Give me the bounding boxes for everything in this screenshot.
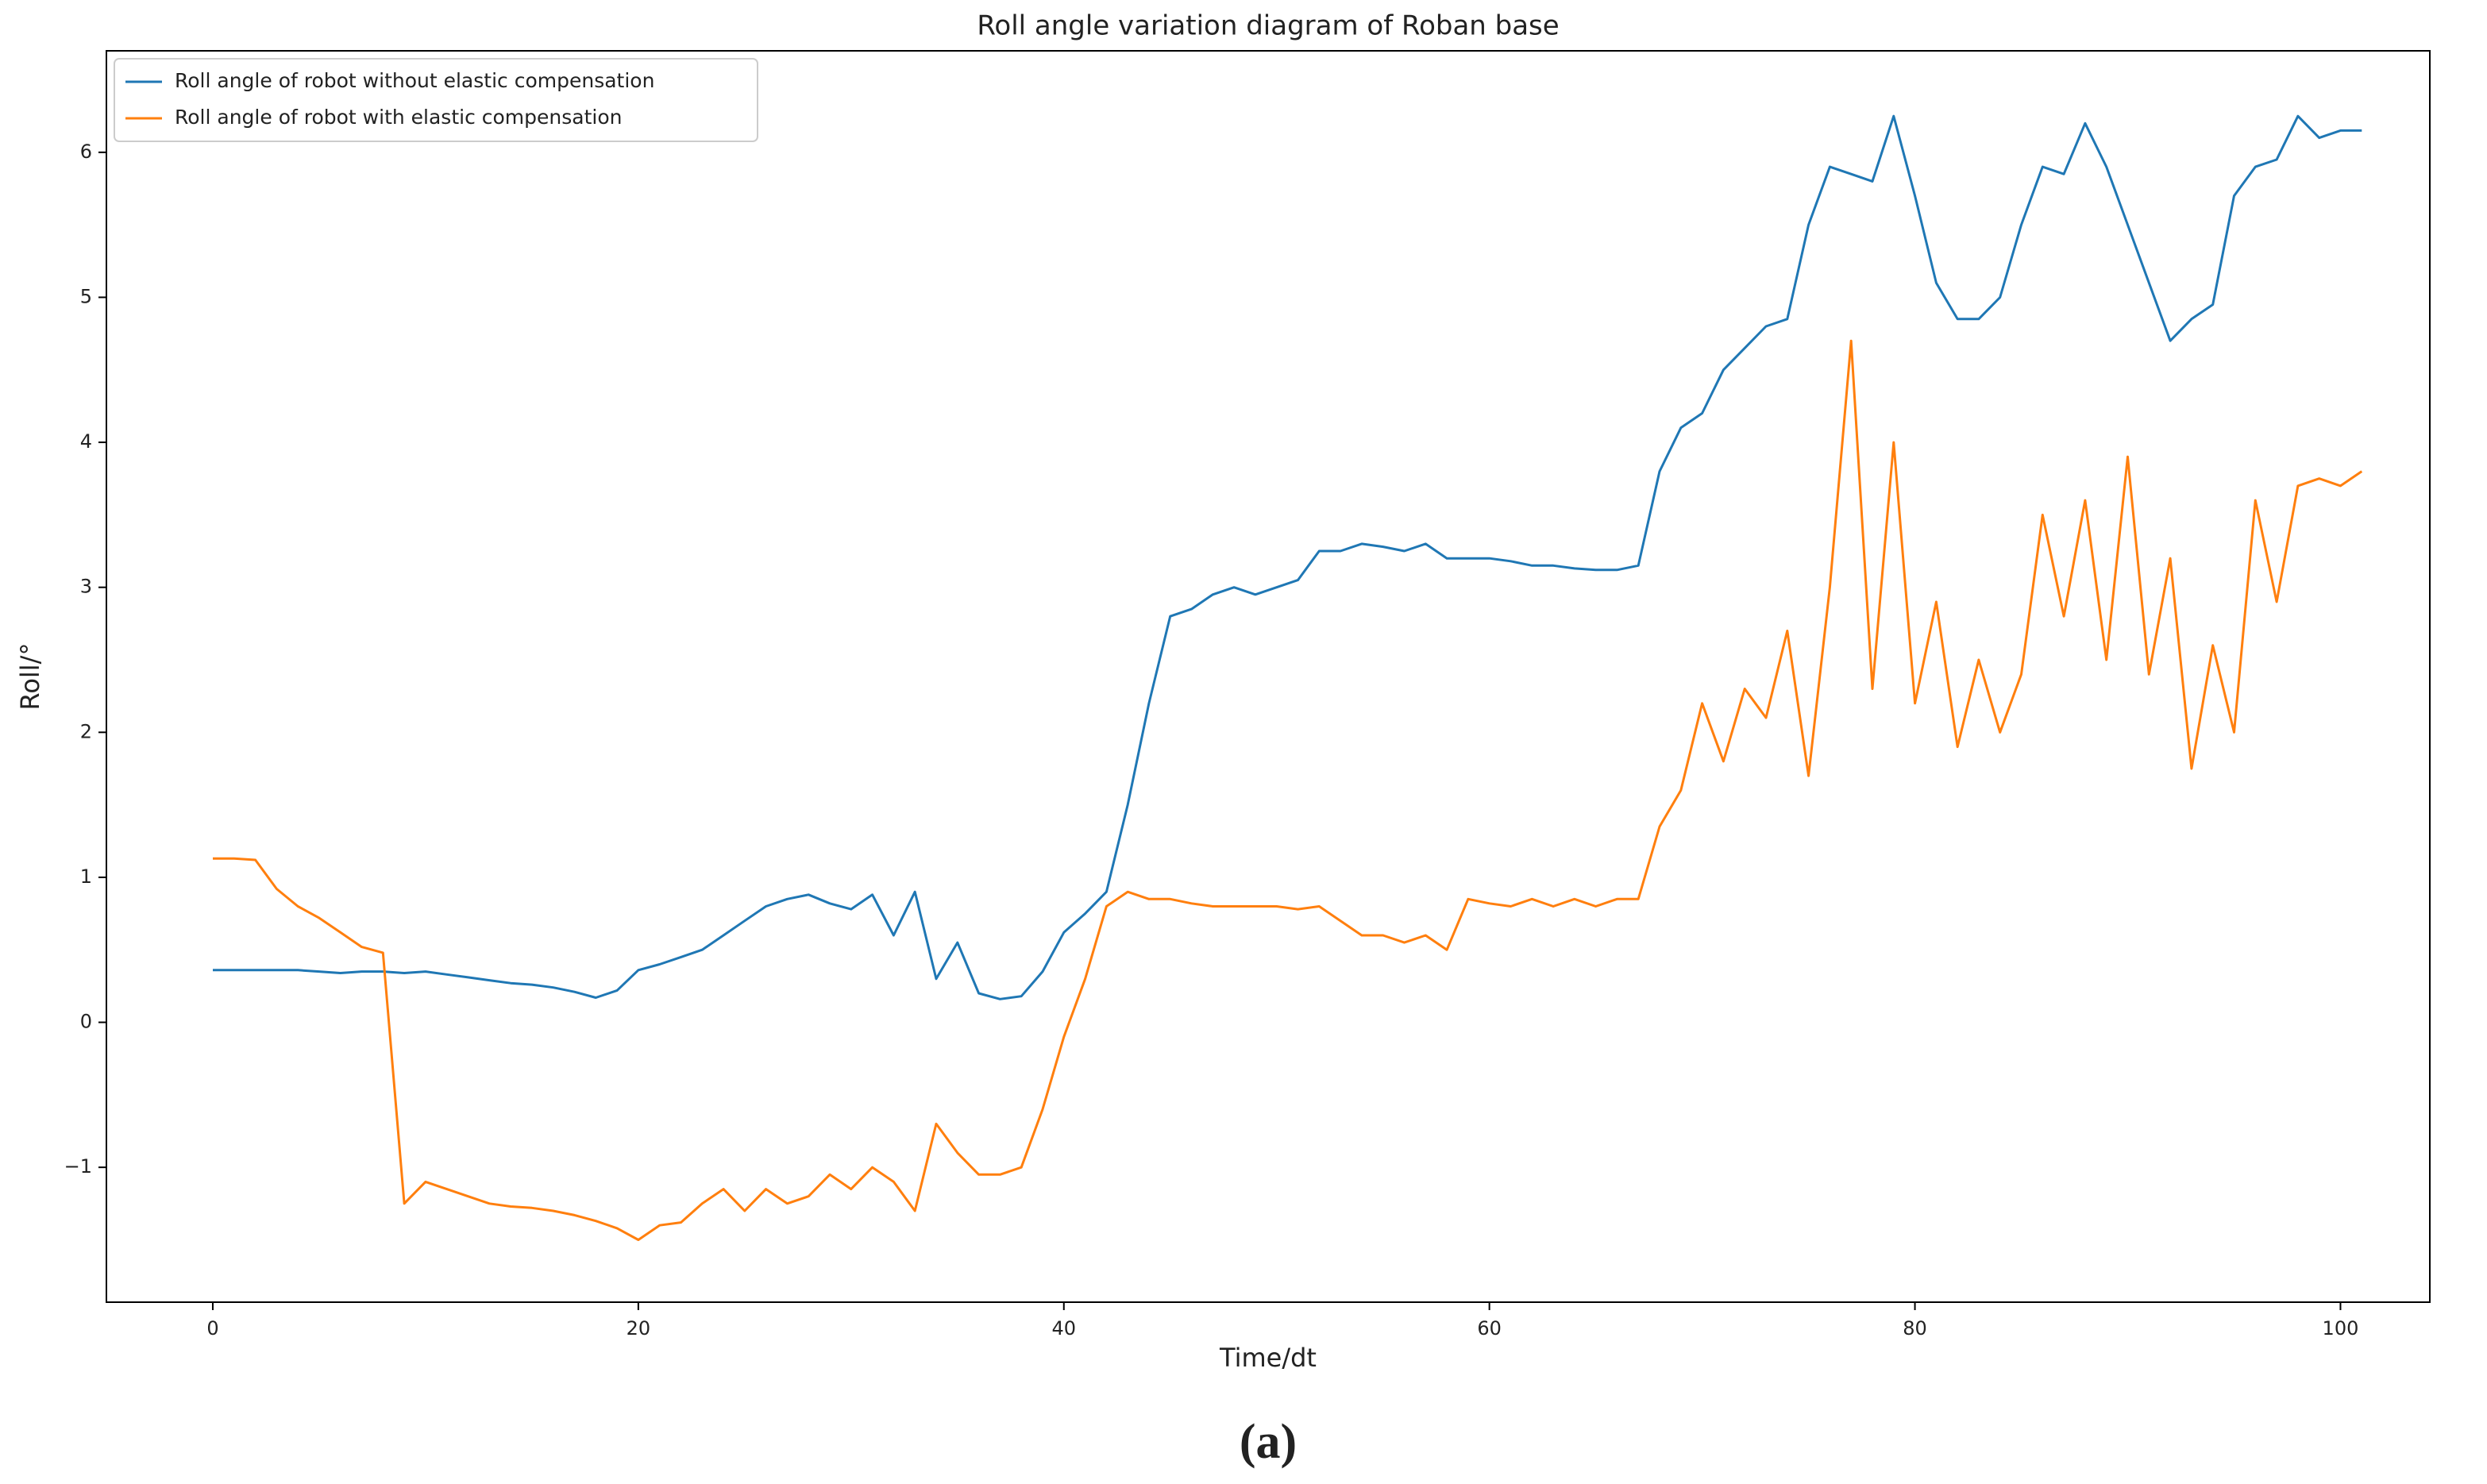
x-axis-label: Time/dt <box>1219 1343 1317 1373</box>
y-axis-label: Roll/° <box>15 643 45 711</box>
x-tick-label: 40 <box>1051 1317 1076 1339</box>
legend-box <box>114 58 758 142</box>
y-tick-label: 4 <box>80 430 92 453</box>
y-tick-label: −1 <box>64 1155 92 1178</box>
x-tick-label: 0 <box>206 1317 218 1339</box>
legend-label: Roll angle of robot with elastic compens… <box>175 106 623 129</box>
x-tick-label: 80 <box>1903 1317 1927 1339</box>
y-tick-label: 3 <box>80 576 92 598</box>
plot-frame <box>106 50 2431 1303</box>
y-tick-label: 1 <box>80 865 92 888</box>
legend-label: Roll angle of robot without elastic comp… <box>175 69 654 92</box>
y-tick-label: 5 <box>80 285 92 307</box>
caption: (a) <box>1240 1415 1297 1469</box>
x-tick-label: 60 <box>1477 1317 1502 1339</box>
y-tick-label: 2 <box>80 720 92 742</box>
chart-title: Roll angle variation diagram of Roban ba… <box>977 10 1559 42</box>
y-tick-label: 0 <box>80 1011 92 1033</box>
series-line <box>213 114 2362 1000</box>
y-tick-label: 6 <box>80 141 92 163</box>
x-tick-label: 100 <box>2323 1317 2359 1339</box>
x-tick-label: 20 <box>627 1317 651 1339</box>
series-line <box>213 339 2363 1241</box>
